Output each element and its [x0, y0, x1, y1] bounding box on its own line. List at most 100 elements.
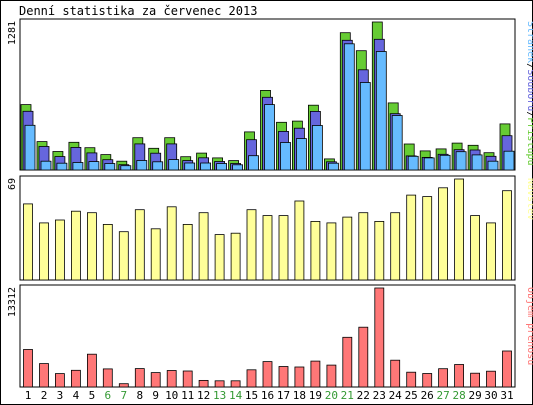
- bar-volume-day-11: [182, 370, 193, 388]
- day-label-30: 30: [484, 389, 497, 402]
- bar-volume-day-28: [454, 364, 465, 388]
- bar-stránek-day-29: [471, 154, 483, 171]
- bar-volume-day-20: [326, 364, 337, 388]
- day-label-24: 24: [389, 389, 403, 402]
- day-label-19: 19: [309, 389, 322, 402]
- bar-visits-day-30: [486, 222, 496, 281]
- bar-volume-day-22: [358, 326, 369, 388]
- bar-stránek-day-31: [503, 150, 515, 171]
- day-label-12: 12: [197, 389, 210, 402]
- bar-volume-day-15: [246, 369, 257, 388]
- bar-visits-day-17: [278, 215, 289, 281]
- bar-volume-day-24: [390, 359, 401, 388]
- bar-stránek-day-22: [359, 82, 371, 171]
- bar-stránek-day-2: [40, 160, 52, 171]
- y-max-label: 1281: [7, 21, 18, 45]
- bar-stránek-day-7: [120, 165, 132, 171]
- bar-stránek-day-1: [24, 124, 36, 171]
- bar-volume-day-4: [71, 369, 81, 388]
- bar-volume-day-8: [134, 368, 145, 388]
- bar-stránek-day-19: [311, 125, 323, 171]
- day-label-25: 25: [405, 389, 418, 402]
- bar-stránek-day-21: [343, 43, 355, 171]
- day-label-8: 8: [136, 389, 143, 402]
- bar-stránek-day-15: [248, 155, 259, 171]
- bars-group: [23, 287, 512, 388]
- bar-stránek-day-28: [455, 151, 467, 171]
- day-label-17: 17: [277, 389, 290, 402]
- legend-entry: Návštěv: [525, 178, 533, 220]
- bar-visits-day-31: [502, 190, 512, 281]
- bar-visits-day-25: [406, 194, 417, 281]
- day-label-27: 27: [436, 389, 449, 402]
- bar-stránek-day-5: [88, 161, 100, 171]
- bar-stránek-day-8: [136, 160, 148, 171]
- day-label-15: 15: [245, 389, 258, 402]
- bar-visits-day-1: [23, 203, 33, 281]
- bar-stránek-day-16: [264, 104, 275, 171]
- bar-visits-day-7: [118, 231, 129, 281]
- bar-volume-day-21: [342, 336, 353, 388]
- bar-visits-day-13: [214, 234, 225, 281]
- day-label-14: 14: [229, 389, 243, 402]
- y-max-label: 69: [7, 178, 18, 190]
- day-label-21: 21: [341, 389, 354, 402]
- day-label-13: 13: [213, 389, 226, 402]
- legend-entry: /: [525, 63, 533, 69]
- legend-entry: Stránek: [525, 21, 533, 63]
- bar-visits-day-9: [150, 228, 161, 281]
- day-label-16: 16: [261, 389, 274, 402]
- bar-visits-day-28: [454, 178, 465, 281]
- bar-stránek-day-10: [168, 159, 180, 171]
- bars-group: [23, 178, 512, 281]
- day-label-31: 31: [500, 389, 513, 402]
- day-label-6: 6: [104, 389, 111, 402]
- bar-visits-day-19: [310, 220, 321, 281]
- bar-visits-day-11: [182, 223, 193, 281]
- day-label-9: 9: [152, 389, 159, 402]
- bar-volume-day-17: [278, 366, 289, 388]
- bar-volume-day-2: [39, 363, 49, 388]
- panel-1: 1281 Stránek/Souborů/Přístupů: [7, 18, 533, 171]
- bar-visits-day-10: [166, 206, 177, 281]
- bar-visits-day-29: [470, 215, 481, 281]
- day-label-7: 7: [120, 389, 127, 402]
- day-label-28: 28: [452, 389, 465, 402]
- bar-visits-day-24: [390, 212, 401, 281]
- bar-volume-day-1: [23, 349, 33, 388]
- bar-volume-day-23: [374, 287, 385, 388]
- bar-stránek-day-4: [72, 162, 84, 171]
- bar-visits-day-15: [246, 209, 257, 281]
- day-labels-layer: 1 2 3 4 5 6 7 8 9 10 11 12 13 14 15 16 17 18 19 20 21 22 23 24 2…: [25, 389, 514, 402]
- bar-visits-day-21: [342, 216, 353, 281]
- legend-entry: Souborů: [525, 69, 533, 111]
- bar-volume-day-26: [422, 373, 433, 388]
- day-label-4: 4: [73, 389, 80, 402]
- bar-stránek-day-14: [232, 164, 244, 171]
- bar-visits-day-16: [262, 215, 273, 281]
- bar-stránek-day-12: [200, 162, 212, 171]
- day-label-23: 23: [373, 389, 386, 402]
- bar-volume-day-18: [294, 366, 305, 388]
- bar-volume-day-16: [262, 361, 273, 388]
- bar-volume-day-12: [198, 379, 209, 388]
- panel-legend: Objem přenosu: [525, 287, 533, 365]
- day-label-18: 18: [293, 389, 306, 402]
- bar-volume-day-29: [470, 372, 481, 388]
- bar-volume-day-9: [150, 372, 161, 388]
- bar-volume-day-5: [87, 353, 97, 388]
- panel-legend: Návštěv: [525, 178, 533, 220]
- bar-visits-day-20: [326, 222, 337, 281]
- bar-stránek-day-18: [295, 138, 307, 171]
- day-label-3: 3: [57, 389, 64, 402]
- panel-legend: Stránek/Souborů/Přístupů: [525, 21, 533, 166]
- day-label-10: 10: [165, 389, 178, 402]
- chart-title: Denní statistika za červenec 2013: [19, 4, 257, 18]
- bar-visits-day-4: [71, 210, 81, 281]
- day-label-22: 22: [357, 389, 370, 402]
- bar-stránek-day-20: [327, 162, 339, 171]
- panel-2: 69 Návštěv: [7, 175, 533, 281]
- bar-stránek-day-13: [216, 163, 228, 171]
